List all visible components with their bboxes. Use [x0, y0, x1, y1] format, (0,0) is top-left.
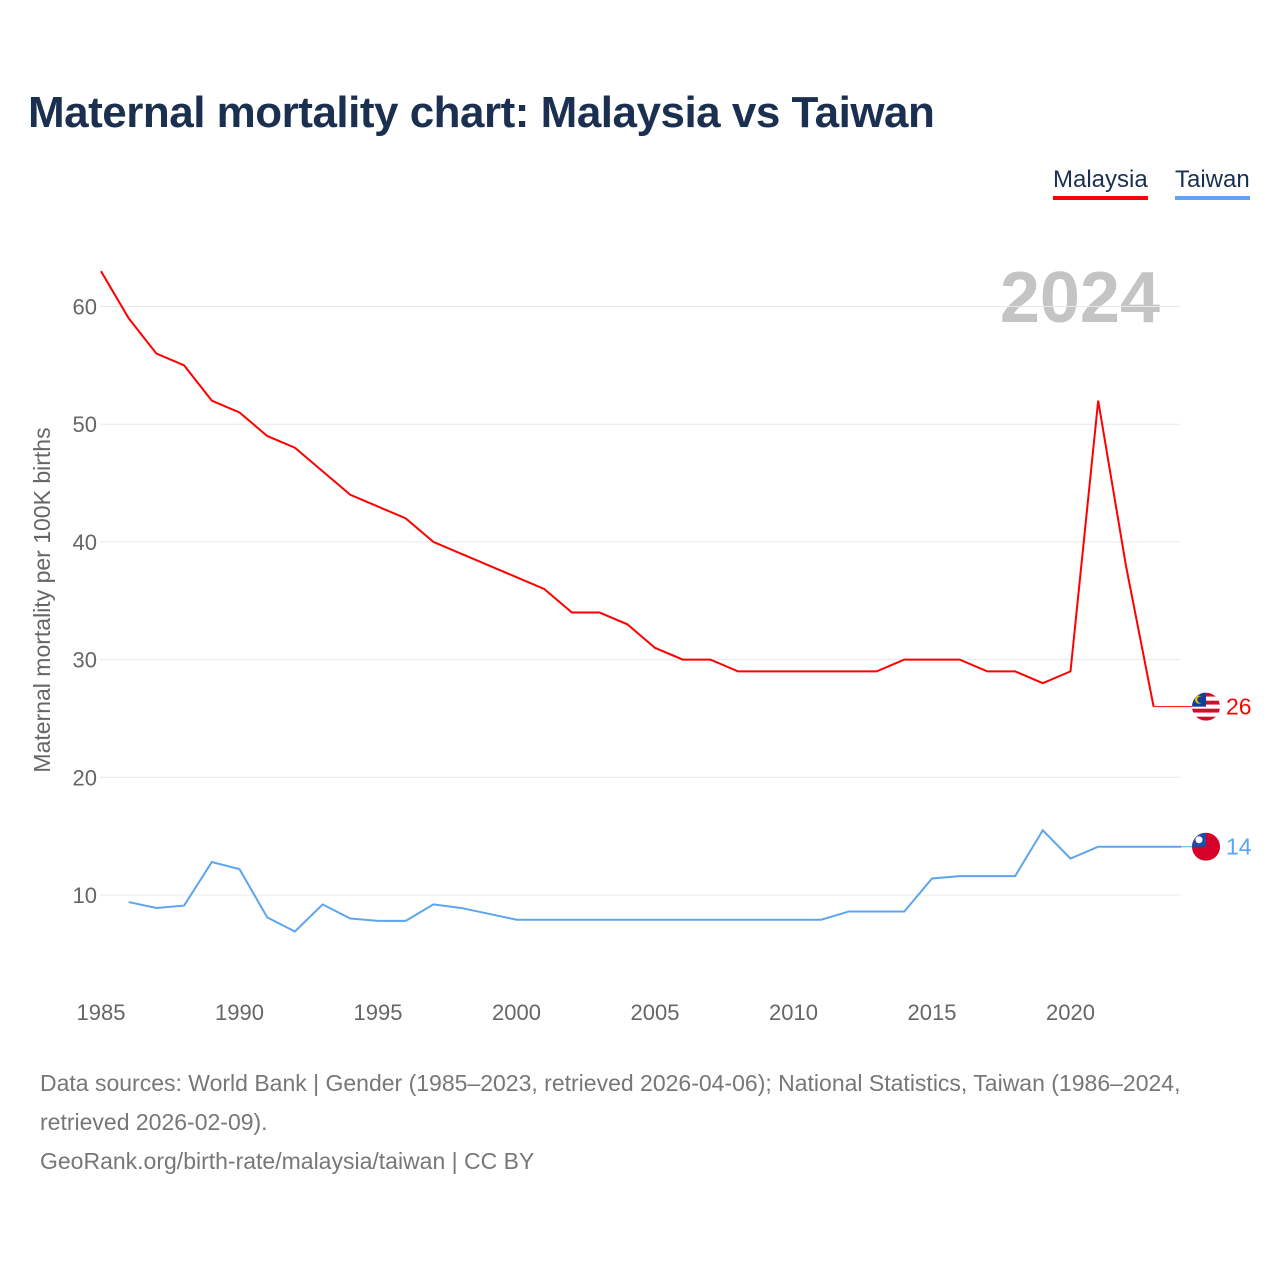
credit-link[interactable]: GeoRank.org/birth-rate/malaysia/taiwan |… [40, 1148, 535, 1174]
flag-body [1192, 832, 1220, 861]
line-chart: 2024 10 20 30 40 50 60 1985 1990 1995 2000 2005 20… [29, 258, 1252, 1025]
y-axis-label: Maternal mortality per 100K births [29, 427, 55, 772]
y-tick-label: 20 [73, 765, 97, 790]
x-tick-label: 1985 [77, 1000, 126, 1025]
series-line-taiwan [128, 828, 1182, 933]
flag-crescent-cut [1197, 696, 1204, 703]
series-line-malaysia [100, 270, 1155, 707]
flag-stripe [1192, 716, 1220, 721]
x-tick-label: 2015 [908, 1000, 957, 1025]
flag-sun [1195, 836, 1203, 844]
flag-stripe [1192, 712, 1220, 717]
data-sources: Data sources: World Bank | Gender (1985–… [40, 1070, 1181, 1135]
y-tick-label: 30 [73, 648, 97, 673]
end-value-label: 26 [1226, 694, 1252, 720]
malaysia-flag-icon [1192, 692, 1220, 721]
taiwan-flag-icon [1192, 832, 1220, 861]
y-tick-label: 10 [73, 883, 97, 908]
legend-malaysia[interactable]: Malaysia [1053, 166, 1148, 200]
y-tick-label: 60 [73, 295, 97, 320]
x-tick-label: 2010 [769, 1000, 818, 1025]
end-value-label: 14 [1226, 834, 1252, 860]
legend-taiwan[interactable]: Taiwan [1175, 166, 1250, 200]
flag-body [1192, 692, 1220, 721]
flag-stripe [1192, 708, 1220, 713]
x-tick-label: 2020 [1046, 1000, 1095, 1025]
x-tick-label: 2005 [631, 1000, 680, 1025]
year-watermark: 2024 [1000, 258, 1160, 338]
x-tick-label: 1990 [215, 1000, 264, 1025]
y-tick-label: 40 [73, 530, 97, 555]
x-tick-label: 2000 [492, 1000, 541, 1025]
x-tick-label: 1995 [354, 1000, 403, 1025]
chart-title: Maternal mortality chart: Malaysia vs Ta… [28, 88, 935, 137]
y-tick-label: 50 [73, 412, 97, 437]
